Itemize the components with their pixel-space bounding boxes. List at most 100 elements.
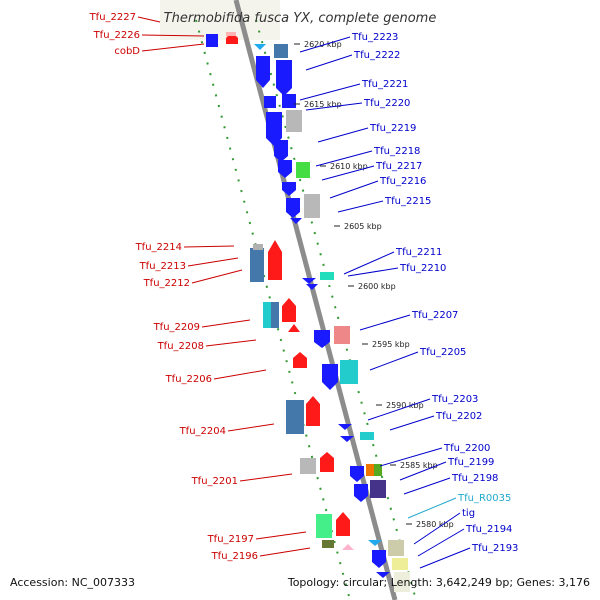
gene-label-right[interactable]: Tfu_2193 — [419, 543, 518, 569]
gene-glyph[interactable] — [253, 244, 263, 250]
gene-name[interactable]: Tfu_2201 — [191, 476, 238, 487]
gene-glyph[interactable] — [320, 272, 334, 280]
gene-label-right[interactable]: Tfu_2198 — [403, 473, 498, 495]
gene-glyph[interactable] — [282, 182, 296, 196]
gene-name[interactable]: Tfu_2194 — [465, 524, 512, 535]
gene-glyph[interactable] — [254, 44, 266, 50]
gene-glyph[interactable] — [290, 218, 302, 224]
gene-glyph[interactable] — [256, 56, 270, 88]
gene-glyph[interactable] — [388, 540, 404, 556]
gene-glyph[interactable] — [322, 364, 338, 390]
gene-label-right[interactable]: Tfu_2223 — [299, 32, 398, 53]
gene-label-right[interactable]: Tfu_2202 — [389, 411, 482, 431]
gene-name[interactable]: Tfu_2193 — [471, 543, 518, 554]
gene-glyph[interactable] — [271, 302, 279, 328]
gene-label-left[interactable]: Tfu_2206 — [165, 369, 267, 385]
gene-glyph[interactable] — [392, 558, 408, 570]
gene-label-right[interactable]: Tfu_2216 — [329, 176, 426, 199]
gene-glyph[interactable] — [342, 544, 354, 550]
gene-label-right[interactable]: Tfu_2215 — [337, 196, 431, 213]
gene-name[interactable]: Tfu_2215 — [384, 196, 431, 207]
gene-glyph[interactable] — [334, 326, 350, 344]
gene-name[interactable]: Tfu_2226 — [93, 30, 140, 41]
gene-name[interactable]: Tfu_2223 — [351, 32, 398, 43]
gene-label-right[interactable]: Tfu_2222 — [305, 50, 400, 71]
gene-glyph[interactable] — [264, 96, 276, 108]
gene-glyph[interactable] — [314, 330, 330, 348]
gene-glyph[interactable] — [320, 452, 334, 472]
gene-name[interactable]: Tfu_2196 — [211, 551, 258, 562]
gene-label-right[interactable]: Tfu_2200 — [379, 443, 490, 467]
gene-label-right[interactable]: Tfu_2210 — [347, 263, 446, 277]
gene-name[interactable]: Tfu_2221 — [361, 79, 408, 90]
gene-name[interactable]: Tfu_2199 — [447, 457, 494, 468]
gene-label-left[interactable]: Tfu_2213 — [139, 257, 239, 272]
gene-glyph[interactable] — [293, 352, 307, 368]
gene-glyph[interactable] — [360, 432, 374, 440]
gene-glyph[interactable] — [282, 298, 296, 322]
gene-glyph[interactable] — [226, 32, 236, 36]
gene-name[interactable]: Tfu_2203 — [431, 394, 478, 405]
gene-glyph[interactable] — [306, 284, 318, 290]
gene-glyph[interactable] — [376, 572, 390, 578]
gene-label-left[interactable]: Tfu_2227 — [89, 12, 161, 23]
gene-label-right[interactable]: Tfu_R0035 — [407, 493, 511, 519]
gene-glyph[interactable] — [366, 464, 374, 476]
gene-label-left[interactable]: Tfu_2226 — [93, 30, 205, 41]
gene-label-left[interactable]: Tfu_2214 — [135, 242, 235, 253]
gene-name[interactable]: Tfu_2212 — [143, 278, 190, 289]
gene-name[interactable]: Tfu_2209 — [153, 322, 200, 333]
gene-glyph[interactable] — [274, 44, 288, 58]
gene-label-right[interactable]: tig — [413, 508, 475, 545]
gene-name[interactable]: Tfu_2214 — [135, 242, 182, 253]
gene-glyph[interactable] — [322, 540, 334, 548]
gene-glyph[interactable] — [286, 110, 302, 132]
gene-glyph[interactable] — [338, 424, 352, 430]
gene-name[interactable]: Tfu_2204 — [179, 426, 226, 437]
gene-glyph[interactable] — [372, 550, 386, 568]
gene-name[interactable]: cobD — [114, 46, 140, 57]
gene-glyph[interactable] — [336, 512, 350, 536]
gene-name[interactable]: Tfu_2218 — [373, 146, 420, 157]
gene-label-right[interactable]: Tfu_2218 — [315, 146, 420, 167]
gene-label-left[interactable]: Tfu_2204 — [179, 423, 275, 437]
gene-label-right[interactable]: Tfu_2221 — [299, 79, 408, 101]
gene-name[interactable]: Tfu_2211 — [395, 247, 442, 258]
gene-name[interactable]: Tfu_2198 — [451, 473, 498, 484]
gene-name[interactable]: Tfu_2205 — [419, 347, 466, 358]
gene-name[interactable]: Tfu_2213 — [139, 261, 186, 272]
gene-label-left[interactable]: Tfu_2197 — [207, 531, 307, 545]
gene-glyph[interactable] — [302, 278, 316, 284]
gene-name[interactable]: Tfu_2216 — [379, 176, 426, 187]
gene-label-left[interactable]: Tfu_2201 — [191, 473, 293, 487]
gene-glyph[interactable] — [276, 60, 292, 96]
gene-glyph[interactable] — [286, 198, 300, 218]
gene-label-right[interactable]: Tfu_2207 — [359, 310, 458, 331]
gene-name[interactable]: tig — [462, 508, 475, 519]
gene-name[interactable]: Tfu_2207 — [411, 310, 458, 321]
gene-label-right[interactable]: Tfu_2205 — [369, 347, 466, 371]
gene-glyph[interactable] — [350, 466, 364, 482]
gene-label-left[interactable]: Tfu_2208 — [157, 339, 257, 352]
gene-glyph[interactable] — [340, 360, 358, 384]
gene-name[interactable]: Tfu_2210 — [399, 263, 446, 274]
gene-name[interactable]: Tfu_R0035 — [457, 493, 511, 504]
gene-label-right[interactable]: Tfu_2203 — [367, 394, 478, 421]
gene-glyph[interactable] — [250, 248, 264, 282]
gene-name[interactable]: Tfu_2222 — [353, 50, 400, 61]
gene-glyph[interactable] — [282, 94, 296, 108]
gene-label-left[interactable]: Tfu_2196 — [211, 547, 311, 562]
gene-label-right[interactable]: Tfu_2219 — [317, 123, 416, 143]
gene-label-right[interactable]: Tfu_2194 — [417, 524, 512, 557]
gene-name[interactable]: Tfu_2197 — [207, 534, 254, 545]
gene-glyph[interactable] — [306, 396, 320, 426]
gene-glyph[interactable] — [354, 484, 368, 502]
gene-name[interactable]: Tfu_2219 — [369, 123, 416, 134]
gene-label-left[interactable]: cobD — [114, 43, 205, 57]
gene-label-right[interactable]: Tfu_2211 — [343, 247, 442, 275]
gene-label-right[interactable]: Tfu_2217 — [321, 161, 422, 181]
gene-name[interactable]: Tfu_2200 — [443, 443, 490, 454]
gene-label-right[interactable]: Tfu_2220 — [305, 98, 410, 111]
gene-label-left[interactable]: Tfu_2212 — [143, 269, 243, 289]
gene-glyph[interactable] — [268, 240, 282, 280]
